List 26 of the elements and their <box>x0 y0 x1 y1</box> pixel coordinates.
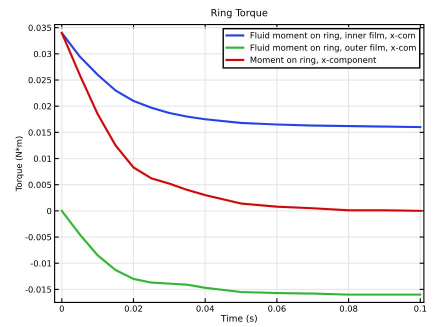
x-axis-title: Time (s) <box>220 314 257 323</box>
y-tick-label: 0.005 <box>28 182 52 188</box>
chart-title: Ring Torque <box>212 8 268 18</box>
y-tick-label: -0.015 <box>25 286 52 293</box>
x-tick-label: 0.1 <box>414 305 426 312</box>
y-tick-label: 0.02 <box>34 103 52 110</box>
y-tick-label: 0.015 <box>28 129 52 136</box>
y-tick-label: -0.005 <box>25 234 52 240</box>
y-tick-label: -0.01 <box>30 260 52 266</box>
line-series <box>60 32 422 128</box>
legend-label: Fluid moment on ring, outer film, x-com <box>250 44 416 52</box>
y-tick-label: 0.03 <box>34 50 52 58</box>
y-tick-label: 0.025 <box>28 76 52 84</box>
line-series <box>60 210 422 296</box>
line-series <box>60 32 422 212</box>
x-tick-label: 0.02 <box>124 305 142 312</box>
x-tick-label: 0.08 <box>340 305 358 312</box>
x-tick-label: 0.04 <box>196 305 214 312</box>
legend-label: Fluid moment on ring, inner film, x-com <box>250 32 415 40</box>
legend-label: Moment on ring, x-component <box>250 56 376 65</box>
y-tick-label: 0.01 <box>34 156 52 162</box>
x-tick-label: 0.06 <box>268 305 286 312</box>
y-axis-title: Torque (N*m) <box>16 136 24 192</box>
y-tick-label: 0 <box>47 208 52 214</box>
y-tick-label: 0.035 <box>28 24 52 31</box>
x-tick-label: 0 <box>60 305 64 312</box>
